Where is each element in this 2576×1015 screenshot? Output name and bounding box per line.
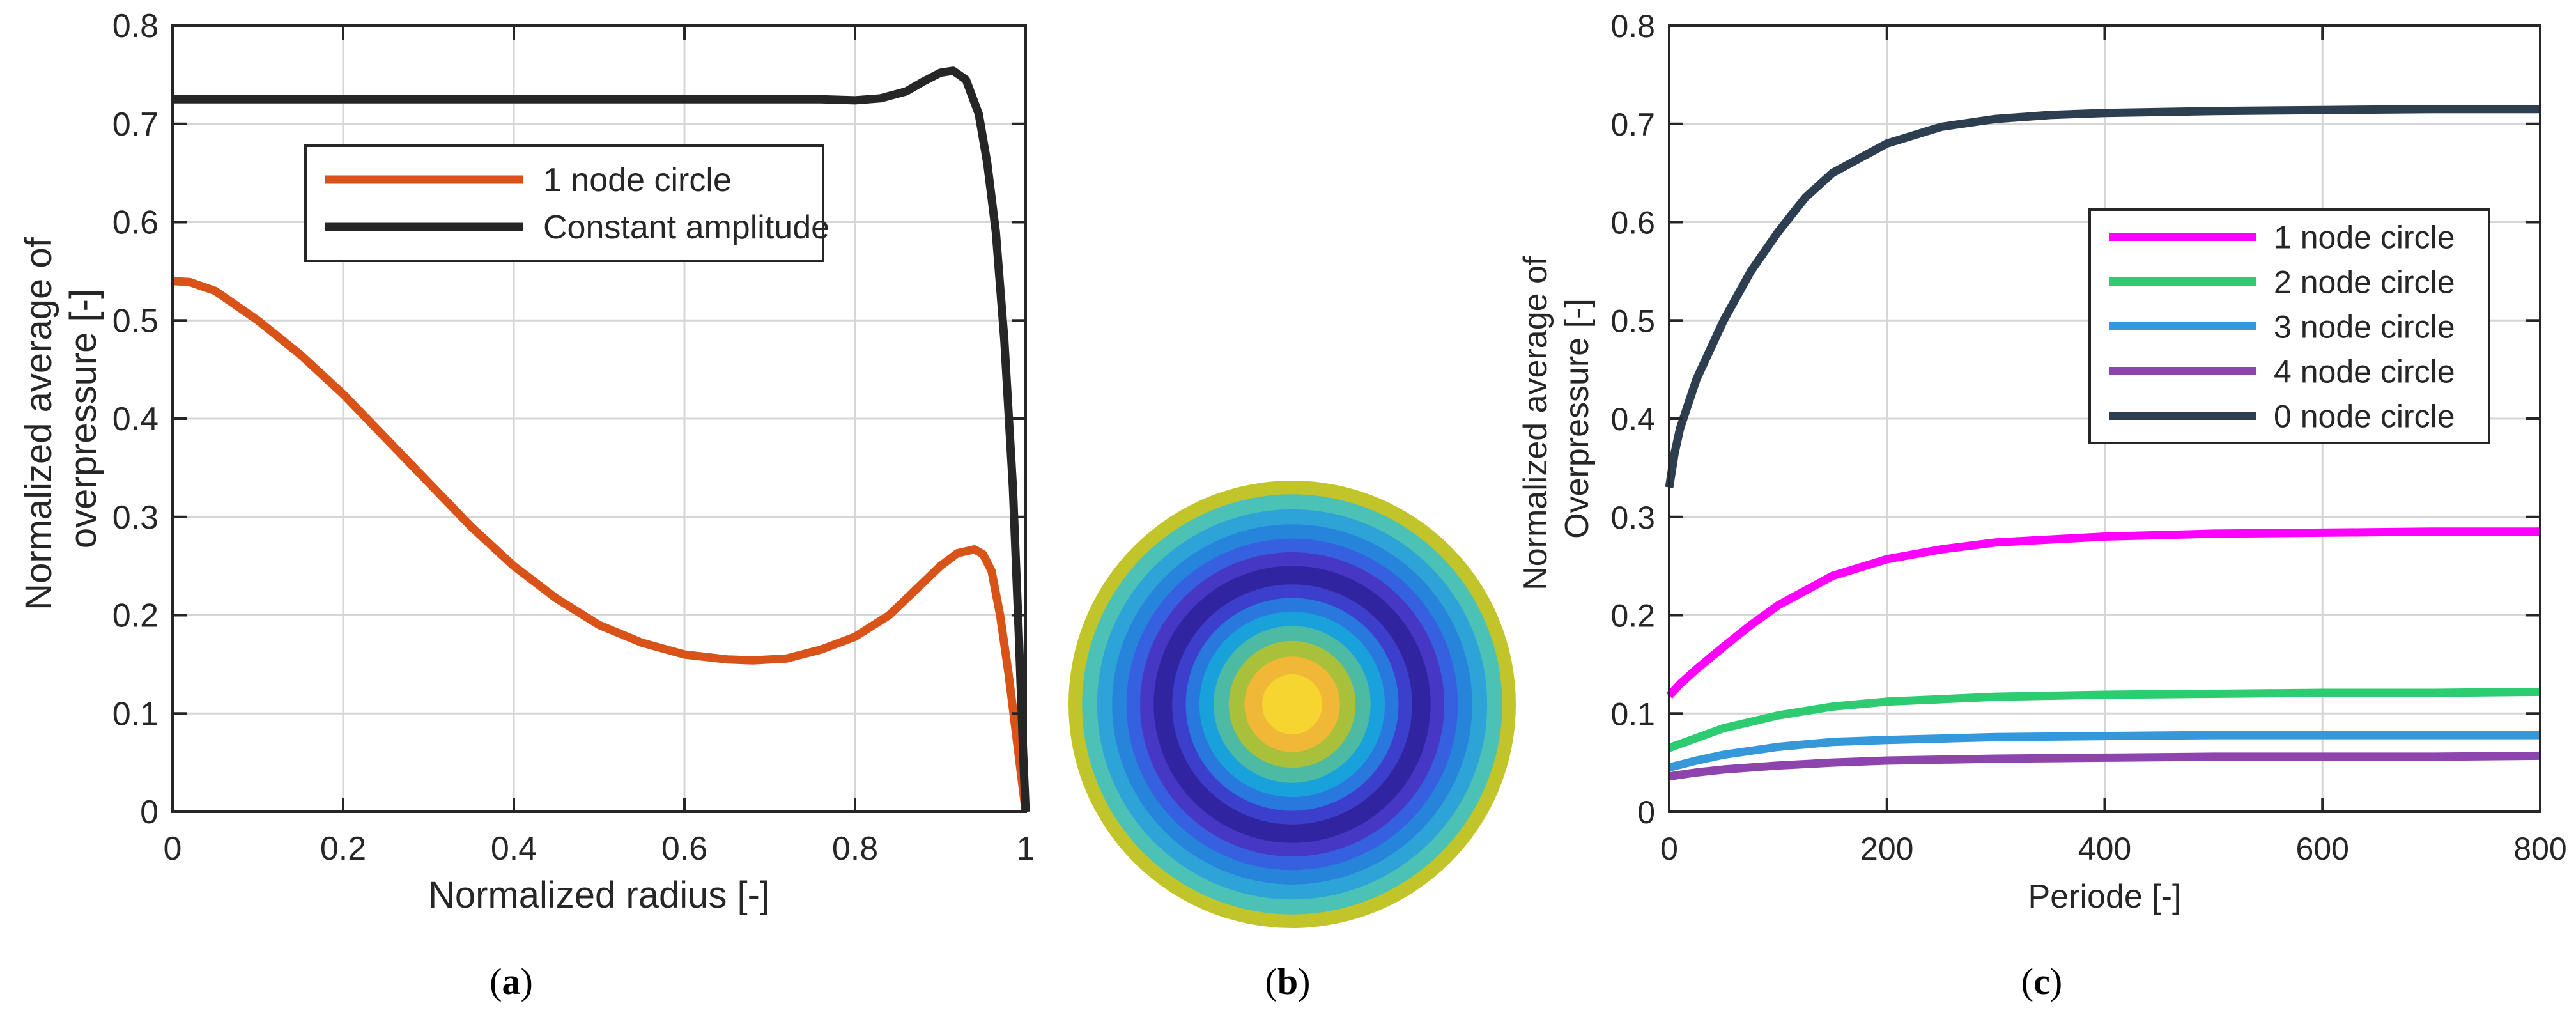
caption-b: (b) [1265,961,1311,1002]
c-x-tick-label: 400 [2078,831,2131,867]
c-y-tick-label: 0.7 [1610,107,1655,143]
c-legend-label-3: 3 node circle [2274,309,2455,345]
c-x-tick-label: 800 [2513,831,2566,867]
panel-c-series [1665,105,2541,781]
c-y-tick-label: 0.1 [1610,696,1655,732]
caption-a-letter: a [502,961,521,1002]
a-x-tick-label: 0.8 [832,830,878,867]
c-x-tick-label: 0 [1660,831,1678,867]
c-legend-label-1: 1 node circle [2274,220,2455,256]
c-series-line-5 [1665,105,2540,488]
a-y-tick-label: 0.6 [112,205,158,242]
a-legend-label-1: 1 node circle [543,162,732,199]
c-y-tick-label: 0 [1637,794,1655,830]
a-legend-box [304,144,824,262]
c-series-line-1 [1666,527,2540,699]
c-y-tick-label: 0.4 [1610,401,1655,437]
c-y-tick-label: 0.5 [1610,303,1655,339]
a-x-tick-label: 1 [1017,830,1035,867]
panel-c-x-axis-label: Periode [-] [2028,878,2182,915]
panel-a-x-axis-label: Normalized radius [-] [428,874,770,916]
c-y-tick-label: 0.8 [1610,8,1655,44]
c-y-tick-label: 0.2 [1610,598,1655,634]
c-y-tick-label: 0.6 [1610,205,1655,241]
c-y-tick-label: 0.3 [1610,500,1655,536]
a-y-tick-label: 0.3 [112,499,158,536]
a-series-line-2 [173,66,1030,812]
c-legend-label-5: 0 node circle [2274,399,2455,435]
caption-a: (a) [490,961,533,1002]
caption-c-letter: c [2033,961,2050,1002]
panel-a-ticks: 0 0.2 0.4 0.6 0.8 1 0 0.1 0.2 0.3 0.4 0.5 0.6 0.7 0.8 [112,8,1035,867]
contour-ring-14 [1262,674,1322,734]
panel-a-series [172,66,1030,812]
a-y-tick-label: 0.2 [112,598,158,635]
c-series-line-3 [1668,731,2540,772]
panel-b-contour-disk [1068,481,1516,928]
a-legend-label-2: Constant amplitude [543,209,829,246]
a-x-tick-label: 0.6 [661,830,707,867]
panel-c-y-axis-label: Normalized average of Overpressure [-] [1517,247,1596,591]
panel-c-chart: 0 200 400 600 800 0 0.1 0.2 0.3 0.4 0.5 0.6 0.7 0.8 P… [1517,8,2567,915]
panel-c-y-axis-label-line-1: Normalized average of [1517,256,1554,591]
a-series-line-1 [172,277,1030,812]
a-x-tick-label: 0.4 [491,830,537,867]
panel-a-y-axis-label: Normalized average of overpressure [-] [18,227,104,610]
panel-c-ticks: 0 200 400 600 800 0 0.1 0.2 0.3 0.4 0.5 0.6 0.7 0.8 [1610,8,2566,867]
c-x-tick-label: 600 [2296,831,2349,867]
caption-c: (c) [2021,961,2062,1002]
c-legend-label-2: 2 node circle [2274,265,2455,300]
a-y-tick-label: 0.7 [112,106,158,143]
panel-a-chart: 0 0.2 0.4 0.6 0.8 100.10.20.30.40.50.60.70.8 … [18,8,1035,916]
a-x-tick-label: 0 [164,830,182,867]
c-x-tick-label: 200 [1860,831,1913,867]
panel-c-legend: 1 node circle 2 node circle 3 node circle 4… [2088,208,2490,444]
a-x-tick-label: 0.2 [320,830,366,867]
panel-c-y-axis-label-line-2: Overpressure [-] [1559,298,1596,539]
a-y-tick-label: 0 [140,794,158,831]
c-legend-label-4: 4 node circle [2274,354,2455,390]
panel-a-legend: 1 node circle Constant amplitude [304,144,829,262]
a-y-tick-label: 0.8 [112,8,158,45]
a-y-tick-label: 0.1 [112,695,158,732]
a-y-tick-label: 0.5 [112,302,158,339]
panel-a-y-axis-label-line-2: overpressure [-] [63,289,104,548]
c-series-line-2 [1667,687,2541,752]
c-series-line-4 [1669,751,2541,781]
a-y-tick-label: 0.4 [112,401,158,438]
panel-a-y-axis-label-line-1: Normalized average of [18,236,59,610]
panel-a-grid [173,26,1026,812]
caption-b-letter: b [1277,961,1298,1002]
